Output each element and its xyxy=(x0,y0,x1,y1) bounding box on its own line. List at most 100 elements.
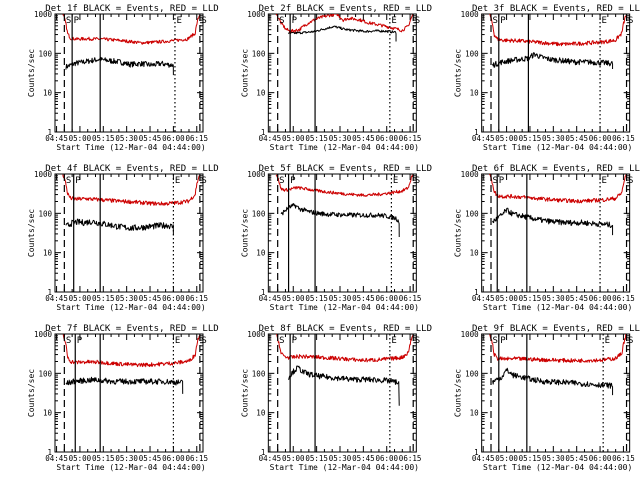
marker-label-S: S xyxy=(628,176,633,186)
panel-title: Det 9f BLACK = Events, RED = LLD xyxy=(472,324,640,334)
x-axis-label: Start Time (12-Mar-04 04:44:00) xyxy=(270,143,419,152)
x-tick-label: 06:15 xyxy=(185,294,208,303)
marker-label-E: E xyxy=(175,176,180,186)
x-tick-label: 04:45 xyxy=(259,134,282,143)
y-tick-label: 1000 xyxy=(34,10,53,19)
x-tick-label: 04:45 xyxy=(472,294,495,303)
x-tick-label: 05:30 xyxy=(542,294,565,303)
plot-frame xyxy=(267,173,417,293)
plot-area xyxy=(276,334,414,406)
y-tick-label: 100 xyxy=(252,369,266,378)
y-tick-label: 1000 xyxy=(461,330,480,339)
marker-label-P: P xyxy=(75,176,81,186)
marker-label-S: S xyxy=(493,176,498,186)
y-axis-label: Counts/sec xyxy=(454,209,463,257)
y-tick-label: 100 xyxy=(465,209,479,218)
x-tick-label: 05:00 xyxy=(69,454,92,463)
panel-det-8f: Det 8f BLACK = Events, RED = LLD 1 10 100 10… xyxy=(240,324,432,472)
x-tick-label: 06:15 xyxy=(399,454,422,463)
x-axis-label: Start Time (12-Mar-04 04:44:00) xyxy=(483,463,632,472)
marker-label-S: S xyxy=(493,16,498,26)
marker-label-S: S xyxy=(493,336,498,346)
marker-label-P: P xyxy=(77,336,83,346)
x-tick-label: 06:15 xyxy=(185,454,208,463)
x-tick-label: 05:15 xyxy=(519,294,542,303)
series-lld-line xyxy=(275,14,414,33)
marker-label-S: S xyxy=(66,336,71,346)
x-tick-label: 04:45 xyxy=(472,134,495,143)
y-tick-label: 100 xyxy=(252,209,266,218)
x-tick-label: 04:45 xyxy=(259,454,282,463)
x-tick-label: 05:15 xyxy=(92,454,115,463)
plot-frame xyxy=(54,173,204,293)
y-axis-label: Counts/sec xyxy=(27,369,36,417)
x-tick-label: 05:15 xyxy=(305,454,328,463)
marker-label-S: S xyxy=(201,16,206,26)
y-tick-label: 100 xyxy=(38,369,52,378)
series-events-line xyxy=(65,218,174,236)
x-tick-label: 06:00 xyxy=(375,294,398,303)
marker-label-P: P xyxy=(290,176,296,186)
y-axis-label: Counts/sec xyxy=(240,49,249,97)
y-tick-label: 10 xyxy=(43,409,53,418)
x-tick-label: 05:30 xyxy=(329,134,352,143)
plot-frame xyxy=(481,13,631,133)
marker-label-E: E xyxy=(602,16,607,26)
marker-label-S: S xyxy=(279,336,284,346)
y-tick-label: 1 xyxy=(261,288,266,297)
y-tick-label: 100 xyxy=(252,49,266,58)
x-tick-label: 06:00 xyxy=(375,454,398,463)
y-tick-label: 1 xyxy=(261,128,266,137)
x-tick-label: 05:45 xyxy=(139,294,162,303)
y-axis-label: Counts/sec xyxy=(27,49,36,97)
marker-label-S: S xyxy=(201,336,206,346)
x-tick-label: 05:00 xyxy=(282,454,305,463)
x-tick-label: 04:45 xyxy=(45,134,68,143)
marker-label-P: P xyxy=(292,336,298,346)
series-lld-line xyxy=(489,14,627,47)
x-axis-label: Start Time (12-Mar-04 04:44:00) xyxy=(56,463,205,472)
x-tick-label: 05:00 xyxy=(495,454,518,463)
y-tick-label: 1 xyxy=(474,448,479,457)
plot-area xyxy=(489,14,627,69)
panel-title: Det 7f BLACK = Events, RED = LLD xyxy=(45,324,218,334)
y-tick-label: 1000 xyxy=(34,170,53,179)
marker-label-E: E xyxy=(175,336,180,346)
y-tick-label: 1000 xyxy=(461,170,480,179)
marker-label-S: S xyxy=(415,16,420,26)
x-tick-label: 06:00 xyxy=(162,294,185,303)
marker-label-S: S xyxy=(201,176,206,186)
panel-title: Det 1f BLACK = Events, RED = LLD xyxy=(45,4,218,14)
marker-label-S: S xyxy=(66,16,71,26)
x-tick-label: 05:30 xyxy=(542,134,565,143)
x-tick-label: 05:30 xyxy=(115,294,138,303)
marker-label-P: P xyxy=(74,16,80,26)
x-tick-label: 06:15 xyxy=(399,134,422,143)
plot-frame xyxy=(267,13,417,133)
y-tick-label: 100 xyxy=(465,369,479,378)
x-tick-label: 06:00 xyxy=(589,294,612,303)
x-tick-label: 04:45 xyxy=(472,454,495,463)
y-tick-label: 10 xyxy=(470,89,480,98)
marker-label-P: P xyxy=(292,16,298,26)
plot-area xyxy=(62,174,200,236)
marker-label-E: E xyxy=(393,176,398,186)
x-axis-label: Start Time (12-Mar-04 04:44:00) xyxy=(270,463,419,472)
y-tick-label: 1 xyxy=(47,128,52,137)
x-tick-label: 05:45 xyxy=(139,134,162,143)
x-tick-label: 05:45 xyxy=(565,134,588,143)
x-tick-label: 05:45 xyxy=(565,454,588,463)
x-tick-label: 06:15 xyxy=(399,294,422,303)
panel-det-1f: Det 1f BLACK = Events, RED = LLD 1 10 100 10… xyxy=(27,4,219,152)
x-tick-label: 05:15 xyxy=(305,134,328,143)
series-lld-line xyxy=(489,174,627,204)
x-tick-label: 05:30 xyxy=(542,454,565,463)
panel-title: Det 6f BLACK = Events, RED = LLD xyxy=(472,164,640,174)
y-axis-label: Counts/sec xyxy=(27,209,36,257)
series-lld-line xyxy=(62,174,200,206)
series-events-line xyxy=(492,207,614,236)
series-events-line xyxy=(65,376,184,394)
y-tick-label: 1000 xyxy=(247,330,266,339)
panel-title: Det 8f BLACK = Events, RED = LLD xyxy=(259,324,432,334)
